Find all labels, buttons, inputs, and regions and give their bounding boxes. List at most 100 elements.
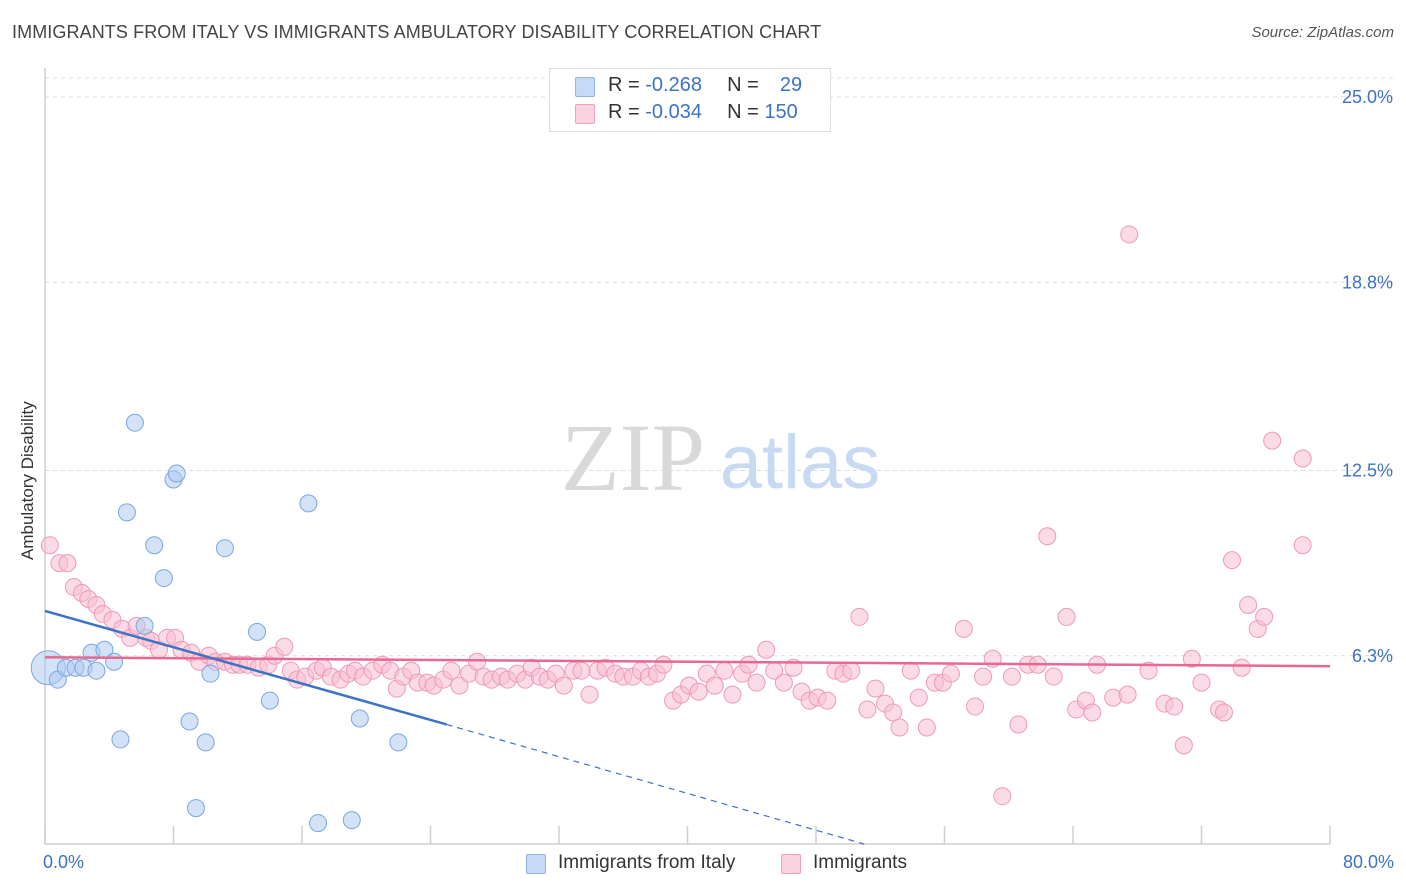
data-point-immigrants bbox=[901, 661, 920, 680]
data-point-italy bbox=[248, 622, 267, 641]
data-point-immigrants bbox=[890, 718, 909, 737]
data-point-immigrants bbox=[850, 607, 869, 626]
data-point-immigrants bbox=[858, 700, 877, 719]
data-point-immigrants bbox=[1174, 736, 1193, 755]
y-tick-label: 25.0% bbox=[1342, 87, 1393, 107]
data-point-immigrants bbox=[757, 640, 776, 659]
y-tick-label: 12.5% bbox=[1342, 461, 1393, 481]
data-point-italy bbox=[117, 503, 136, 522]
data-point-italy bbox=[389, 733, 408, 752]
legend-swatch-immigrants bbox=[575, 104, 595, 124]
data-point-immigrants bbox=[1120, 225, 1139, 244]
trend-line-italy bbox=[44, 609, 447, 726]
data-point-immigrants bbox=[1214, 703, 1233, 722]
trend-line-immigrants bbox=[44, 656, 1331, 668]
chart-title: IMMIGRANTS FROM ITALY VS IMMIGRANTS AMBU… bbox=[12, 22, 822, 42]
data-point-italy bbox=[154, 569, 173, 588]
data-point-immigrants bbox=[739, 655, 758, 674]
bottom-legend-label-immigrants: Immigrants bbox=[813, 852, 907, 873]
data-point-immigrants bbox=[705, 676, 724, 695]
data-point-immigrants bbox=[1263, 431, 1282, 450]
data-point-italy bbox=[167, 464, 186, 483]
data-point-immigrants bbox=[1232, 658, 1251, 677]
watermark: ZIP atlas bbox=[561, 404, 880, 511]
y-tick-label: 6.3% bbox=[1352, 646, 1393, 666]
data-point-immigrants bbox=[1165, 697, 1184, 716]
legend-n-label: N = bbox=[727, 74, 759, 96]
trend-lines bbox=[44, 609, 1331, 845]
trend-line-italy-extension bbox=[446, 723, 865, 845]
data-point-immigrants bbox=[974, 667, 993, 686]
data-point-immigrants bbox=[654, 655, 673, 674]
series-immigrants bbox=[40, 225, 1312, 806]
data-point-immigrants bbox=[941, 664, 960, 683]
watermark-atlas: atlas bbox=[720, 420, 881, 505]
y-tick-labels: 6.3% 12.5% 18.8% 25.0% bbox=[1342, 87, 1393, 666]
data-point-immigrants bbox=[450, 676, 469, 695]
data-point-immigrants bbox=[866, 679, 885, 698]
bottom-legend-label-italy: Immigrants from Italy bbox=[558, 852, 736, 873]
data-point-italy bbox=[180, 712, 199, 731]
legend-n-value-immigrants: 150 bbox=[764, 101, 798, 123]
x-tick-label-max: 80.0% bbox=[1342, 852, 1394, 872]
data-point-italy bbox=[215, 539, 234, 558]
data-point-immigrants bbox=[1118, 685, 1137, 704]
data-point-immigrants bbox=[917, 718, 936, 737]
data-point-immigrants bbox=[1293, 536, 1312, 555]
data-point-immigrants bbox=[40, 536, 59, 555]
data-point-italy bbox=[105, 652, 124, 671]
data-point-italy bbox=[145, 536, 164, 555]
data-point-immigrants bbox=[1255, 607, 1274, 626]
data-point-immigrants bbox=[818, 691, 837, 710]
data-point-immigrants bbox=[715, 661, 734, 680]
legend-r-value-italy: -0.268 bbox=[645, 74, 702, 96]
data-point-immigrants bbox=[572, 661, 591, 680]
data-point-immigrants bbox=[1239, 595, 1258, 614]
data-point-immigrants bbox=[1139, 661, 1158, 680]
data-point-immigrants bbox=[554, 676, 573, 695]
data-point-immigrants bbox=[884, 703, 903, 722]
data-point-immigrants bbox=[966, 697, 985, 716]
x-tick-label-min: 0.0% bbox=[43, 852, 85, 872]
data-point-italy bbox=[260, 691, 279, 710]
data-point-immigrants bbox=[1083, 703, 1102, 722]
data-point-immigrants bbox=[1038, 527, 1057, 546]
data-point-immigrants bbox=[1009, 715, 1028, 734]
data-point-italy bbox=[196, 733, 215, 752]
grid-lines bbox=[45, 77, 1395, 657]
legend-n-label: N = bbox=[727, 101, 759, 123]
legend-r-label: R = bbox=[608, 74, 640, 96]
data-point-immigrants bbox=[1104, 688, 1123, 707]
data-point-immigrants bbox=[909, 688, 928, 707]
data-point-immigrants bbox=[723, 685, 742, 704]
data-point-italy bbox=[87, 661, 106, 680]
data-point-immigrants bbox=[58, 554, 77, 573]
data-point-italy bbox=[111, 730, 130, 749]
data-point-immigrants bbox=[468, 652, 487, 671]
data-point-immigrants bbox=[275, 637, 294, 656]
data-point-immigrants bbox=[774, 673, 793, 692]
data-point-italy bbox=[125, 413, 144, 432]
legend-r-label: R = bbox=[608, 101, 640, 123]
data-point-immigrants bbox=[689, 682, 708, 701]
axes bbox=[44, 68, 1331, 845]
data-point-italy bbox=[201, 664, 220, 683]
data-point-immigrants bbox=[747, 673, 766, 692]
data-point-italy bbox=[135, 616, 154, 635]
data-point-immigrants bbox=[842, 661, 861, 680]
y-tick-label: 18.8% bbox=[1342, 272, 1393, 292]
legend-n-value-italy: 29 bbox=[779, 74, 803, 96]
data-point-immigrants bbox=[1182, 649, 1201, 668]
data-point-immigrants bbox=[1293, 449, 1312, 468]
source-credit: Source: ZipAtlas.com bbox=[1251, 24, 1394, 41]
data-point-immigrants bbox=[1057, 607, 1076, 626]
data-point-immigrants bbox=[1192, 673, 1211, 692]
legend-swatch-italy bbox=[575, 77, 595, 97]
data-point-immigrants bbox=[1044, 667, 1063, 686]
bottom-legend-swatch-italy bbox=[526, 854, 546, 874]
data-point-immigrants bbox=[1223, 551, 1242, 570]
data-point-italy bbox=[299, 494, 318, 513]
data-point-immigrants bbox=[993, 787, 1012, 806]
data-point-italy bbox=[342, 811, 361, 830]
